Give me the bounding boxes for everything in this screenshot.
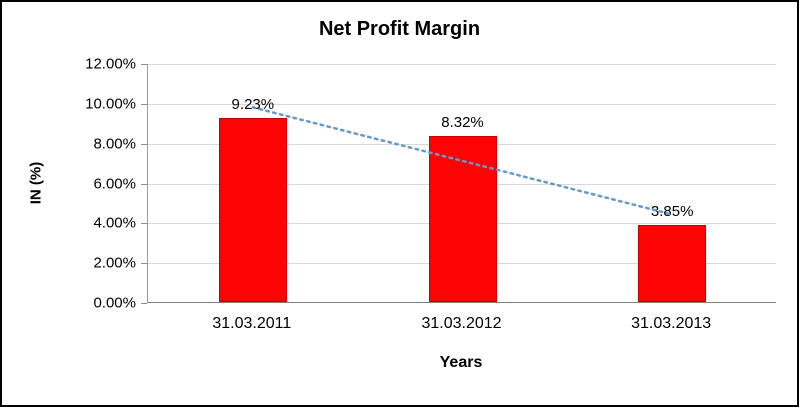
y-axis-tick — [141, 303, 147, 304]
bar-31.03.2011 — [218, 118, 287, 302]
bar-31.03.2013 — [638, 225, 707, 302]
y-axis-tick — [141, 64, 147, 65]
gridline — [148, 103, 776, 105]
y-axis-tick-label: 8.00% — [93, 135, 136, 153]
data-label: 8.32% — [441, 114, 484, 132]
x-axis-category-label: 31.03.2012 — [421, 315, 502, 332]
chart-title: Net Profit Margin — [318, 18, 481, 40]
y-axis-tick-label: 2.00% — [93, 254, 136, 272]
y-axis-tick-label: 4.00% — [93, 214, 136, 232]
x-axis-category-label: 31.03.2013 — [631, 315, 712, 332]
y-axis-tick-label: 12.00% — [85, 55, 136, 73]
y-axis-tick — [141, 263, 147, 265]
y-axis-tick-labels: 0.00% 2.00% 4.00% 6.00% 8.00% 10.00% 12.00% — [58, 56, 138, 312]
y-axis-tick-label: 6.00% — [93, 175, 136, 192]
y-axis-title: IN (%) — [27, 161, 45, 205]
y-axis-tick — [141, 103, 147, 105]
y-axis-tick-label: 10.00% — [85, 95, 136, 113]
x-axis-title: Years — [439, 354, 483, 371]
plot-area: 9.23% 8.32% 3.85% — [141, 64, 776, 304]
bar-31.03.2012 — [428, 136, 497, 302]
data-label: 3.85% — [650, 203, 694, 221]
y-axis-tick-label: 0.00% — [93, 294, 136, 312]
y-axis-tick — [141, 223, 147, 225]
data-label: 9.23% — [231, 96, 275, 114]
gridline — [148, 64, 776, 65]
x-axis-category-label: 31.03.2011 — [212, 315, 292, 332]
y-axis-tick — [141, 143, 147, 145]
y-axis-tick — [141, 183, 147, 185]
